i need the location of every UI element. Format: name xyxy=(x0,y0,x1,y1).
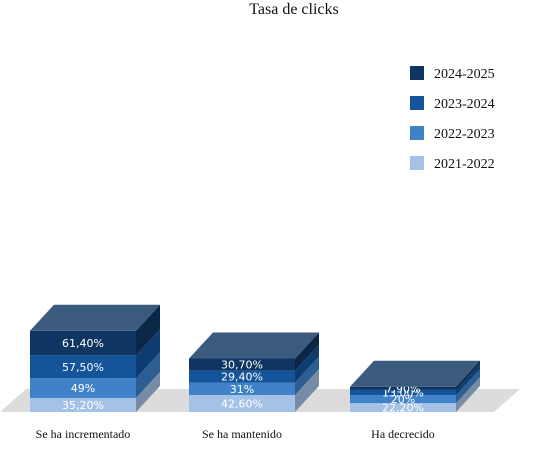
category-label: Se ha incrementado xyxy=(36,427,131,441)
bar-segment xyxy=(30,378,136,398)
legend-swatch xyxy=(410,96,424,110)
category-label: Se ha mantenido xyxy=(202,427,282,441)
bar-side xyxy=(136,352,160,398)
bar-segment xyxy=(350,389,456,396)
bar-side xyxy=(136,371,160,412)
bar-segment xyxy=(350,395,456,404)
data-label: 22,20% xyxy=(382,402,424,415)
data-label: 49% xyxy=(71,382,95,395)
bar-segment xyxy=(189,370,295,383)
bar-side xyxy=(136,304,160,356)
chart-title: Tasa de clicks xyxy=(249,1,339,18)
bar-side xyxy=(295,332,319,371)
bar-top xyxy=(350,360,480,387)
bar-segment xyxy=(30,355,136,379)
bar-segment xyxy=(189,382,295,395)
bar-side xyxy=(456,369,480,404)
bar-segment xyxy=(350,403,456,412)
bar-side xyxy=(136,329,160,379)
bar-top xyxy=(30,304,160,331)
legend-swatch xyxy=(410,126,424,140)
legend-swatch xyxy=(410,66,424,80)
category-label: Ha decrecido xyxy=(371,427,435,441)
bar-side xyxy=(295,344,319,383)
data-label: 61,40% xyxy=(62,337,104,350)
legend-label: 2024-2025 xyxy=(434,67,495,82)
category-labels: Se ha incrementado Se ha mantenido Ha decr… xyxy=(36,427,435,441)
bar-segment xyxy=(30,397,136,412)
bars: 35,20% 49% 57,50% 61,40% 42,60%31%29,40%30,7… xyxy=(30,304,480,415)
bar-stack: 35,20% 49% 57,50% 61,40% xyxy=(30,304,160,412)
bar-stack: 22,20%20%13,00%7,90% xyxy=(350,360,480,415)
data-label: 42,60% xyxy=(221,397,263,410)
bar-segment xyxy=(189,394,295,412)
bar-side xyxy=(295,368,319,412)
data-label: 35,20% xyxy=(62,399,104,412)
bar-side xyxy=(456,363,480,396)
legend-label: 2023-2024 xyxy=(434,97,495,112)
data-label: 57,50% xyxy=(62,361,104,374)
bar-side xyxy=(295,356,319,395)
data-label: 31% xyxy=(230,383,254,396)
bar-side xyxy=(456,377,480,412)
legend-label: 2021-2022 xyxy=(434,157,495,172)
bar-segment xyxy=(189,358,295,371)
data-label: 29,40% xyxy=(221,371,263,384)
bar-top xyxy=(189,332,319,359)
legend-swatch xyxy=(410,156,424,170)
legend: 2024-2025 2023-2024 2022-2023 2021-2022 xyxy=(410,66,495,172)
data-label: 30,70% xyxy=(221,359,263,372)
bar-stack: 42,60%31%29,40%30,70% xyxy=(189,332,319,412)
bar-side xyxy=(456,360,480,390)
legend-label: 2022-2023 xyxy=(434,127,495,142)
bar-segment xyxy=(30,330,136,356)
data-label: 20% xyxy=(391,393,415,406)
bar-segment xyxy=(350,386,456,390)
